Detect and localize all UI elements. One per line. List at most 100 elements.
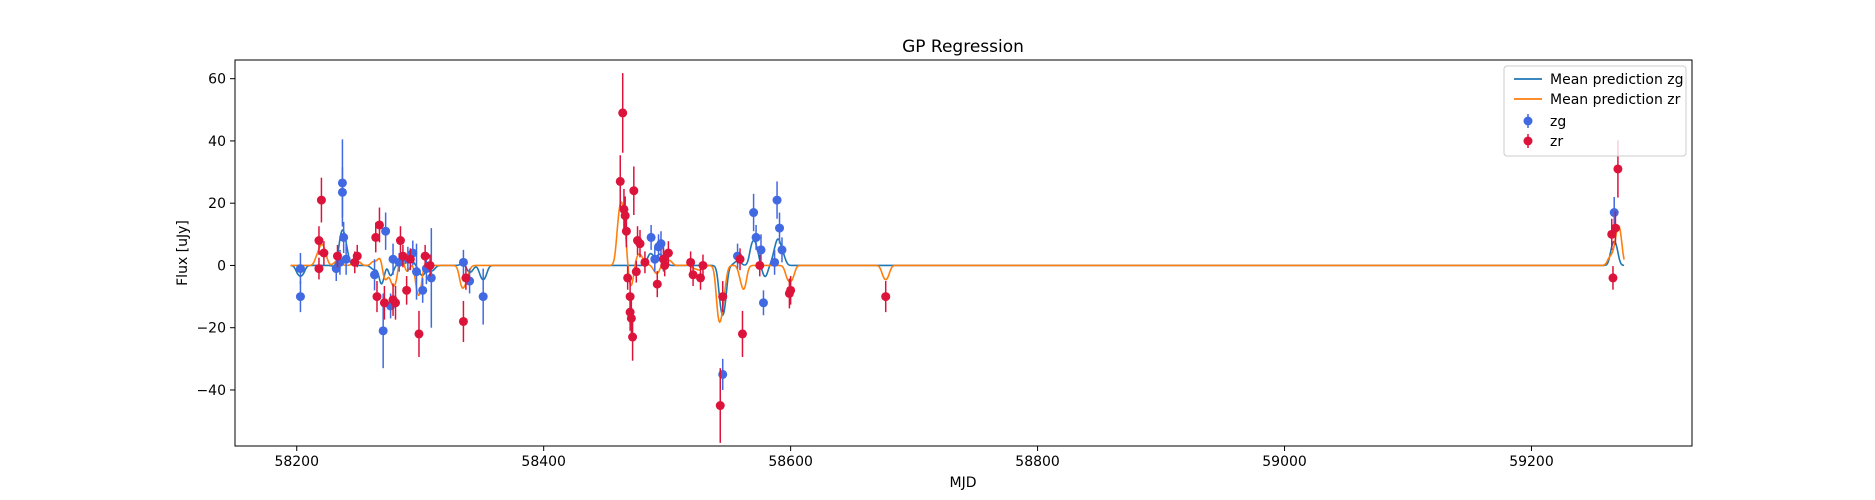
zr-point xyxy=(631,267,641,277)
zg-point xyxy=(749,208,759,218)
zr-point xyxy=(688,270,698,280)
zg-point xyxy=(656,239,666,249)
zr-point xyxy=(737,329,747,339)
y-axis-ticks: −40 −20 0 20 40 60 xyxy=(196,72,235,399)
zr-point xyxy=(319,248,329,258)
zg-point xyxy=(775,223,785,233)
legend-label: Mean prediction zr xyxy=(1550,92,1681,108)
x-tick-label: 58200 xyxy=(274,454,319,470)
zr-point xyxy=(332,251,342,261)
zr-point xyxy=(379,298,389,308)
zr-point xyxy=(629,186,639,196)
zg-point xyxy=(418,285,428,295)
zr-point xyxy=(718,292,728,302)
legend: Mean prediction zg Mean prediction zr zg zr xyxy=(1503,65,1687,157)
legend-marker-swatch xyxy=(1523,116,1533,126)
zr-point xyxy=(663,248,673,258)
zg-point xyxy=(758,298,768,308)
zr-point xyxy=(715,401,725,411)
zr-point xyxy=(374,220,384,230)
zr-point xyxy=(414,329,424,339)
legend-item-mean-prediction-zg: Mean prediction zg xyxy=(1514,72,1684,88)
plot-frame xyxy=(234,59,1693,447)
zr-point xyxy=(402,285,412,295)
zr-point xyxy=(398,251,408,261)
zr-point xyxy=(371,232,381,242)
x-axis-label: MJD xyxy=(950,475,977,491)
zg-point xyxy=(370,270,380,280)
zg-point xyxy=(1609,208,1619,218)
zr-point xyxy=(735,254,745,264)
x-axis-ticks: 58200 58400 58600 58800 59000 59200 xyxy=(274,446,1554,470)
zr-point xyxy=(786,285,796,295)
zr-point xyxy=(652,279,662,289)
zr-point xyxy=(405,254,415,264)
chart-title: GP Regression xyxy=(902,37,1024,57)
zg-point xyxy=(646,232,656,242)
zr-point xyxy=(1608,273,1618,283)
zr-point xyxy=(420,251,430,261)
zg-point xyxy=(412,267,422,277)
zr-point xyxy=(881,292,891,302)
legend-label: zg xyxy=(1550,114,1566,130)
zg-point xyxy=(772,195,782,205)
y-tick-label: 60 xyxy=(208,72,226,88)
y-tick-label: 20 xyxy=(208,196,226,212)
legend-label: Mean prediction zg xyxy=(1550,72,1684,88)
x-tick-label: 59000 xyxy=(1262,454,1307,470)
x-tick-label: 58400 xyxy=(521,454,566,470)
zr-point xyxy=(458,316,468,326)
zr-point xyxy=(620,211,630,221)
zr-point xyxy=(314,264,324,274)
zg-point xyxy=(378,326,388,336)
zr-point xyxy=(628,332,638,342)
zg-point xyxy=(751,232,761,242)
mean-prediction-zr-line xyxy=(290,201,1625,324)
y-tick-label: 0 xyxy=(217,258,226,274)
zg-point xyxy=(770,257,780,267)
zr-point xyxy=(461,273,471,283)
y-tick-label: 40 xyxy=(208,134,226,150)
zg-point xyxy=(339,232,349,242)
zr-point xyxy=(352,251,362,261)
zg-point xyxy=(458,257,468,267)
zr-point xyxy=(698,260,708,270)
zr-point xyxy=(1613,164,1623,174)
zr-point xyxy=(618,108,628,118)
zr-point xyxy=(425,260,435,270)
zr-point xyxy=(640,257,650,267)
zg-point xyxy=(381,226,391,236)
x-tick-label: 58600 xyxy=(768,454,813,470)
x-tick-label: 58800 xyxy=(1015,454,1060,470)
y-tick-label: −20 xyxy=(196,321,226,337)
zr-point xyxy=(314,236,324,246)
zg-point xyxy=(777,245,787,255)
zr-point xyxy=(1610,223,1620,233)
legend-label: zr xyxy=(1550,134,1563,150)
zr-point xyxy=(395,236,405,246)
zr-point xyxy=(391,298,401,308)
x-tick-label: 59200 xyxy=(1509,454,1554,470)
legend-item-zr: zr xyxy=(1523,134,1563,150)
zg-point xyxy=(295,264,305,274)
legend-box xyxy=(1503,65,1687,157)
zr-point xyxy=(621,226,631,236)
legend-item-zg: zg xyxy=(1523,114,1566,130)
zg-point xyxy=(337,178,347,188)
legend-item-mean-prediction-zr: Mean prediction zr xyxy=(1514,92,1681,108)
zg-point xyxy=(295,292,305,302)
zr-point xyxy=(635,239,645,249)
y-axis-label: Flux [uJy] xyxy=(175,220,191,286)
zg-point xyxy=(650,254,660,264)
legend-marker-swatch xyxy=(1523,136,1533,146)
zr-point xyxy=(615,176,625,186)
zr-point xyxy=(372,292,382,302)
zr-point xyxy=(660,260,670,270)
zr-point xyxy=(316,195,326,205)
zr-point xyxy=(623,273,633,283)
plot-area xyxy=(290,73,1625,443)
y-tick-label: −40 xyxy=(196,383,226,399)
zg-point xyxy=(478,292,488,302)
zr-point xyxy=(755,260,765,270)
